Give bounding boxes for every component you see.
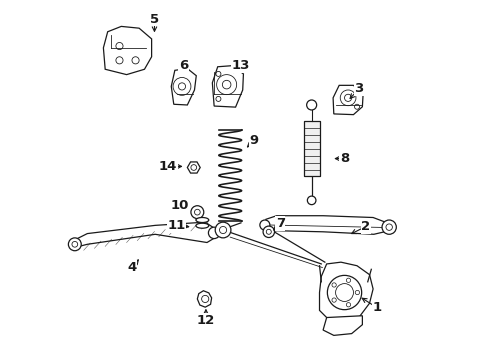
Circle shape xyxy=(259,220,269,230)
Circle shape xyxy=(219,226,226,234)
Circle shape xyxy=(381,220,395,234)
Circle shape xyxy=(340,90,355,106)
Circle shape xyxy=(190,165,196,170)
Circle shape xyxy=(222,80,230,89)
Text: 4: 4 xyxy=(127,261,136,274)
Circle shape xyxy=(116,57,123,64)
Bar xyxy=(303,121,319,176)
Circle shape xyxy=(208,227,220,239)
Text: 12: 12 xyxy=(196,314,215,327)
Polygon shape xyxy=(332,85,363,114)
Circle shape xyxy=(346,278,350,283)
Text: 11: 11 xyxy=(167,219,185,232)
Text: 6: 6 xyxy=(179,59,188,72)
Text: 2: 2 xyxy=(361,220,370,233)
Circle shape xyxy=(326,275,361,310)
Circle shape xyxy=(385,224,391,230)
Circle shape xyxy=(132,57,139,64)
Ellipse shape xyxy=(196,217,208,222)
Text: 3: 3 xyxy=(353,82,363,95)
Circle shape xyxy=(354,291,359,295)
Polygon shape xyxy=(323,316,362,336)
Ellipse shape xyxy=(196,223,208,228)
Circle shape xyxy=(354,104,359,109)
Circle shape xyxy=(306,100,316,110)
Circle shape xyxy=(331,298,336,302)
Polygon shape xyxy=(319,262,372,325)
Text: 10: 10 xyxy=(170,198,188,212)
Circle shape xyxy=(346,303,350,307)
Text: 5: 5 xyxy=(150,13,159,26)
Circle shape xyxy=(344,94,351,102)
Polygon shape xyxy=(73,222,216,248)
Text: 9: 9 xyxy=(249,134,258,147)
Circle shape xyxy=(266,229,271,234)
Circle shape xyxy=(331,283,336,287)
Text: 7: 7 xyxy=(275,217,284,230)
Circle shape xyxy=(116,42,123,50)
Polygon shape xyxy=(264,216,388,234)
Polygon shape xyxy=(103,26,151,75)
Circle shape xyxy=(263,226,274,238)
Circle shape xyxy=(173,77,190,95)
Circle shape xyxy=(194,209,200,215)
Polygon shape xyxy=(187,162,200,173)
Circle shape xyxy=(72,242,78,247)
Polygon shape xyxy=(197,291,211,307)
Circle shape xyxy=(216,75,236,95)
Circle shape xyxy=(178,83,185,90)
Circle shape xyxy=(68,238,81,251)
Circle shape xyxy=(216,71,221,76)
Polygon shape xyxy=(171,68,196,105)
Text: 1: 1 xyxy=(372,301,381,314)
Circle shape xyxy=(190,206,203,219)
Text: 14: 14 xyxy=(158,160,177,173)
Circle shape xyxy=(307,196,315,204)
Circle shape xyxy=(201,296,208,302)
Polygon shape xyxy=(212,66,243,107)
Text: 8: 8 xyxy=(339,152,348,165)
Text: 13: 13 xyxy=(231,59,249,72)
Circle shape xyxy=(215,222,230,238)
Circle shape xyxy=(335,284,353,301)
Circle shape xyxy=(216,96,221,102)
